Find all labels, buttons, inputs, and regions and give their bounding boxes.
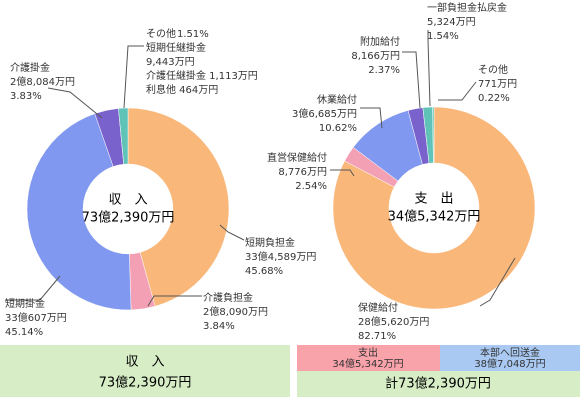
pie-slice	[26, 113, 132, 311]
income-box	[0, 345, 290, 397]
pie-slice	[432, 106, 435, 164]
slice-amount: 28億5,620万円	[358, 315, 429, 328]
slice-percent: 10.62%	[319, 123, 357, 134]
slice-percent: 1.51%	[177, 29, 209, 40]
slice-percent: 45.14%	[5, 327, 43, 338]
slice-percent: 45.68%	[245, 266, 283, 277]
transfer-title: 本部へ回送金	[480, 346, 540, 359]
slice-label: 一部負担金払戻金	[427, 1, 507, 14]
slice-detail: 9,443万円	[146, 57, 195, 68]
slice-label: 短期掛金	[5, 297, 45, 310]
leader-line	[330, 169, 355, 177]
transfer-total: 38億7,048万円	[474, 357, 545, 370]
slice-amount: 5,324万円	[427, 17, 476, 28]
leader-line	[402, 51, 421, 109]
leader-line	[47, 87, 103, 119]
slice-label: 休業給付	[317, 93, 357, 106]
leader-line	[5, 275, 61, 301]
slice-label: 直営保健給付	[267, 151, 327, 164]
center-title: 支 出	[414, 192, 453, 207]
slice-detail: 利息他 464万円	[146, 83, 218, 96]
slice-percent: 2.54%	[295, 181, 327, 192]
slice-amount: 8,166万円	[351, 51, 400, 62]
slice-amount: 2億8,084万円	[10, 75, 75, 88]
slice-percent: 3.84%	[203, 321, 235, 332]
slice-amount: 3億6,685万円	[292, 107, 357, 120]
income-total: 73億2,390万円	[99, 375, 192, 391]
transfer-box	[440, 345, 580, 371]
expense-total: 34億5,342万円	[332, 357, 403, 370]
slice-label: 介護掛金	[10, 61, 50, 74]
slice-percent: 3.83%	[10, 91, 42, 102]
pie-slice	[118, 107, 129, 165]
leader-line	[479, 257, 516, 307]
slice-percent: 0.22%	[478, 93, 510, 104]
slice-percent: 2.37%	[368, 65, 400, 76]
slice-label: 附加給付	[360, 35, 400, 48]
leader-line	[438, 81, 477, 101]
grand-total: 計73億2,390万円	[385, 376, 491, 392]
leader-line	[123, 45, 144, 109]
slice-detail: 介護任継掛金 1,113万円	[146, 69, 258, 82]
leader-line	[147, 295, 202, 307]
center-title: 収 入	[108, 193, 147, 208]
pie-slice	[127, 107, 230, 307]
expense-box	[297, 345, 440, 371]
slice-label: 短期負担金	[245, 236, 295, 249]
leader-line	[427, 30, 431, 107]
center-total: 73億2,390万円	[82, 210, 175, 226]
slice-amount: 33億4,589万円	[245, 250, 316, 263]
leader-line	[219, 224, 245, 241]
slice-label: その他	[478, 63, 508, 76]
slice-amount: 2億8,090万円	[203, 305, 268, 318]
slice-percent: 82.71%	[358, 331, 396, 342]
slice-detail: 短期任継掛金	[146, 41, 206, 54]
slice-percent: 1.54%	[427, 31, 459, 42]
slice-label: 保健給付	[358, 301, 398, 314]
center-total: 34億5,342万円	[388, 209, 481, 225]
income-title: 収 入	[125, 355, 164, 370]
slice-amount: 8,776万円	[278, 167, 327, 178]
leader-line	[360, 107, 383, 129]
slice-amount: 771万円	[478, 79, 517, 90]
slice-label: その他	[146, 27, 176, 40]
slice-amount: 33億607万円	[5, 311, 67, 324]
total-box	[297, 371, 580, 397]
slice-label: 介護負担金	[203, 291, 253, 304]
expense-title: 支出	[358, 346, 378, 359]
